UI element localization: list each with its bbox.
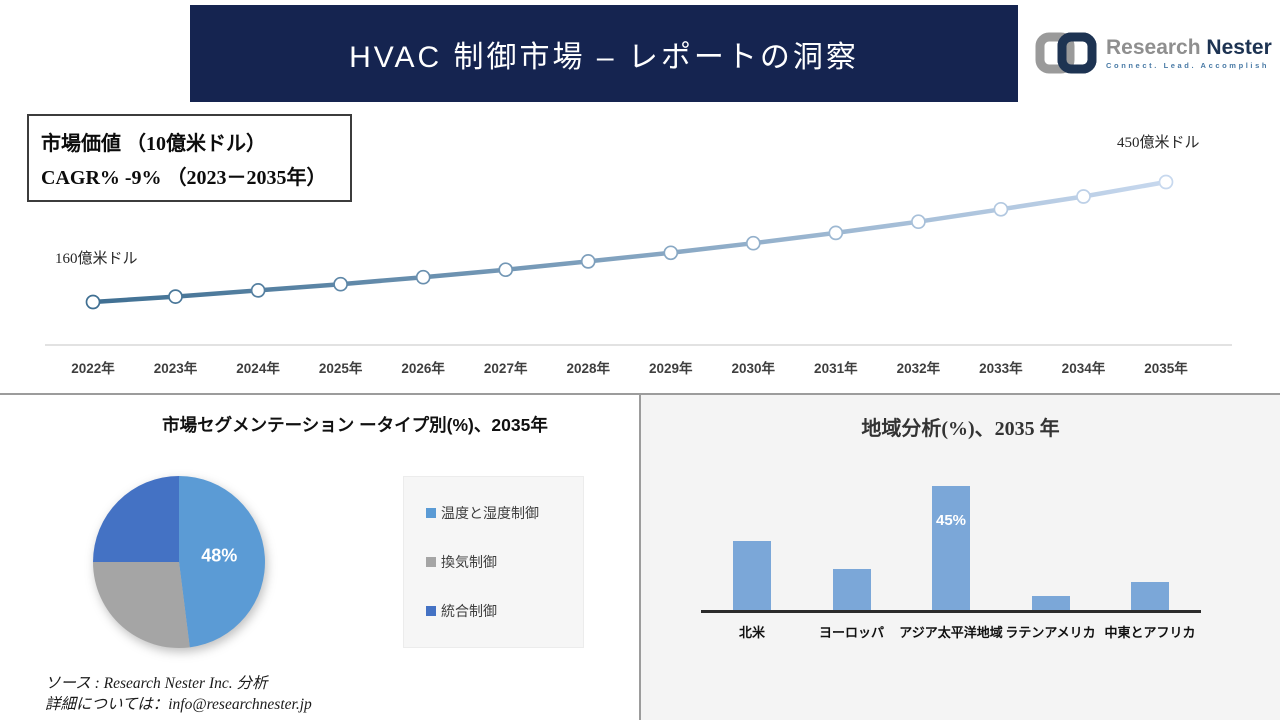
cagr-label: CAGR% -9% （2023－2035年）	[41, 166, 327, 189]
bar-category-label: アジア太平洋地域	[899, 625, 1003, 640]
trend-line	[90, 179, 1169, 305]
line-end-value-label: 450億米ドル	[1117, 135, 1200, 151]
logo-name-research: Research	[1106, 35, 1201, 59]
x-axis-tick-label: 2026年	[401, 361, 445, 376]
logo-name-nester: Nester	[1206, 35, 1272, 59]
vertical-divider	[639, 395, 641, 720]
source-note: ソース : Research Nester Inc. 分析 詳細については：in…	[45, 673, 312, 715]
pie-slice-0	[179, 476, 265, 648]
legend-swatch-ventilation	[426, 556, 436, 567]
x-axis-tick-label: 2023年	[153, 361, 198, 376]
data-point-marker	[85, 294, 101, 310]
page-title: HVAC 制御市場 – レポートの洞察	[349, 40, 859, 74]
market-value-label: 市場価値 （10億米ドル）	[41, 132, 266, 155]
line-start-value-label: 160億米ドル	[55, 251, 138, 267]
data-point-marker	[993, 201, 1009, 217]
bar-3	[1031, 596, 1070, 610]
data-point-marker	[828, 225, 844, 241]
legend-label: 統合制御	[441, 602, 497, 619]
pie-slice-2	[93, 476, 179, 562]
x-axis-tick-label: 2029年	[648, 361, 693, 376]
data-point-marker	[580, 254, 596, 269]
bar-category-label: 中東とアフリカ	[1104, 625, 1196, 640]
x-axis-tick-label: 2028年	[566, 361, 610, 376]
legend-item-ventilation: 換気制御	[426, 552, 583, 572]
x-axis-tick-label: 2034年	[1061, 361, 1106, 376]
x-axis-tick-label: 2024年	[236, 361, 280, 376]
market-value-box: 市場価値 （10億米ドル） CAGR% -9% （2023－2035年）	[27, 114, 352, 202]
horizontal-divider	[0, 393, 1280, 395]
legend-item-temperature-humidity: 温度と湿度制御	[426, 503, 583, 523]
source-line: ソース : Research Nester Inc. 分析	[45, 675, 268, 692]
segmentation-pie-chart: 48%	[93, 476, 265, 648]
bar-1	[832, 568, 871, 610]
data-point-marker	[498, 262, 514, 278]
data-point-marker	[168, 289, 183, 304]
data-point-marker	[1076, 189, 1091, 204]
pie-slice-1	[93, 562, 190, 648]
x-axis-tick-label: 2031年	[814, 361, 858, 376]
legend-label: 温度と湿度制御	[441, 505, 539, 522]
x-axis-tick-label: 2027年	[483, 361, 528, 376]
pie-chart-title: 市場セグメンテーション ータイプ別(%)、2035年	[162, 415, 548, 435]
data-point-marker	[745, 235, 761, 251]
legend-swatch-integrated	[426, 605, 436, 616]
header-banner: HVAC 制御市場 – レポートの洞察	[190, 5, 1018, 102]
bar-2	[932, 485, 970, 610]
regional-analysis-panel: 地域分析(%)、2035 年 北米 ヨーロッパ 45% アジア太平洋地域 ラテンアメリカ…	[641, 395, 1280, 720]
data-point-marker	[415, 269, 431, 285]
bar-0	[733, 541, 771, 610]
x-axis-tick-label: 2032年	[896, 361, 941, 376]
data-point-marker	[250, 283, 266, 298]
logo-text: Research Nester Connect. Lead. Accomplis…	[1106, 37, 1272, 70]
data-point-marker	[333, 276, 348, 292]
x-axis-tick-label: 2030年	[731, 361, 776, 376]
bar-chart-title: 地域分析(%)、2035 年	[861, 418, 1060, 440]
legend-swatch-temperature-humidity	[426, 508, 436, 519]
bar-4	[1131, 582, 1169, 610]
contact-line: 詳細については：info@researchnester.jp	[45, 696, 312, 713]
bar-category-label: 北米	[738, 625, 766, 640]
bar-category-label: ヨーロッパ	[818, 625, 885, 640]
bar-category-label: ラテンアメリカ	[1005, 625, 1096, 640]
chain-links-icon	[1035, 32, 1097, 74]
bar-chart-axis-line	[701, 610, 1201, 613]
logo-tagline: Connect. Lead. Accomplish	[1106, 60, 1270, 70]
data-point-marker	[663, 245, 679, 261]
legend-label: 換気制御	[441, 553, 497, 570]
company-logo: Research Nester Connect. Lead. Accomplis…	[1034, 22, 1272, 84]
pie-data-label: 48%	[201, 546, 237, 566]
data-point-marker	[1158, 174, 1174, 190]
market-value-line-chart	[45, 174, 1232, 346]
data-point-marker	[911, 214, 926, 230]
legend-item-integrated: 統合制御	[426, 601, 583, 621]
x-axis-tick-label: 2033年	[979, 361, 1023, 376]
x-axis-tick-label: 2025年	[318, 361, 363, 376]
x-axis-tick-label: 2035年	[1144, 361, 1188, 376]
pie-legend: 温度と湿度制御 換気制御 統合制御	[403, 476, 584, 648]
logo-name: Research Nester	[1106, 37, 1272, 58]
bar-data-label: 45%	[935, 511, 967, 529]
line-chart-x-axis: 2022年 2023年 2024年 2025年 2026年 2027年 2028年 2029年…	[0, 357, 1280, 377]
x-axis-tick-label: 2022年	[71, 361, 115, 376]
